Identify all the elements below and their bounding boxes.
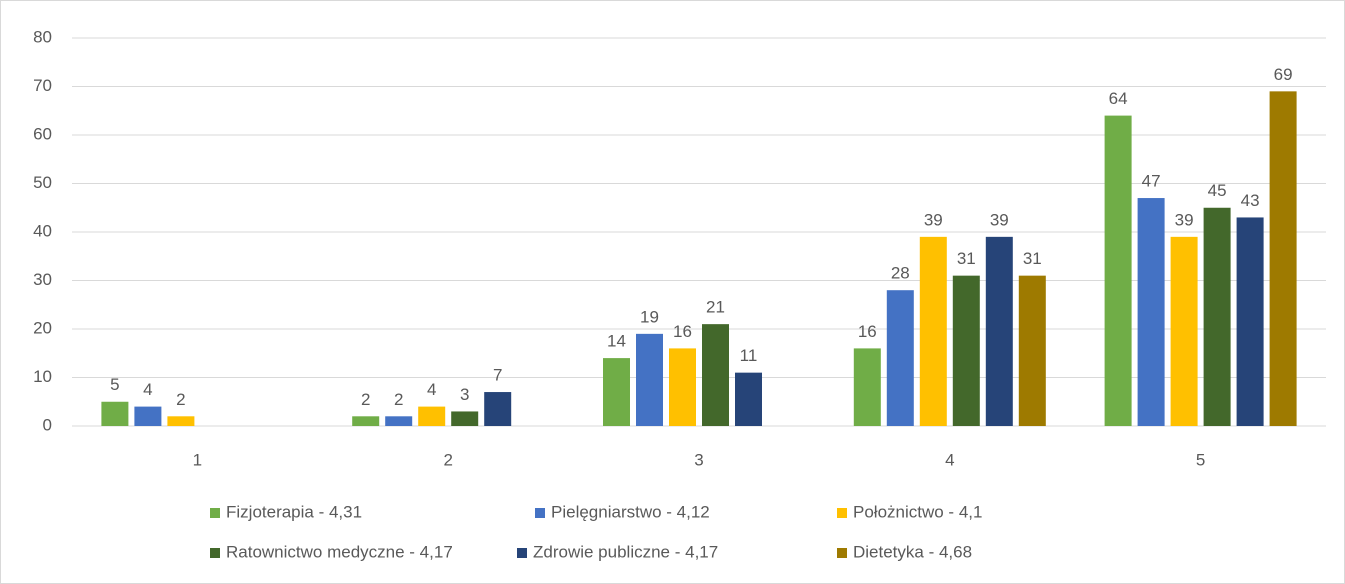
data-label: 39	[1175, 210, 1194, 229]
y-tick-label: 60	[33, 124, 52, 143]
bar	[669, 348, 696, 426]
data-label: 3	[460, 385, 469, 404]
data-label: 2	[361, 390, 370, 409]
legend-label: Zdrowie publiczne - 4,17	[533, 542, 718, 561]
legend-swatch	[837, 508, 847, 518]
legend-label: Pielęgniarstwo - 4,12	[551, 502, 710, 521]
data-label: 31	[957, 249, 976, 268]
data-label: 47	[1142, 172, 1161, 191]
bar	[1170, 236, 1198, 426]
data-label: 21	[706, 298, 725, 317]
data-label: 31	[1023, 249, 1042, 268]
bar	[636, 333, 663, 426]
x-tick-label: 3	[694, 450, 703, 469]
y-tick-label: 20	[33, 318, 52, 337]
data-label: 2	[394, 390, 403, 409]
data-label: 64	[1109, 89, 1128, 108]
data-label: 14	[607, 332, 626, 351]
bar	[886, 290, 914, 426]
data-label: 39	[924, 210, 943, 229]
bar	[1137, 198, 1165, 426]
y-tick-label: 70	[33, 76, 52, 95]
bar	[418, 406, 446, 426]
data-label: 69	[1274, 65, 1293, 84]
y-tick-label: 10	[33, 367, 52, 386]
x-tick-label: 2	[443, 450, 452, 469]
x-tick-label: 1	[193, 450, 202, 469]
bar	[385, 416, 413, 426]
legend-swatch	[210, 548, 220, 558]
bar	[167, 416, 195, 426]
bar	[1104, 115, 1132, 426]
data-label: 45	[1208, 181, 1227, 200]
data-label: 16	[858, 322, 877, 341]
x-tick-label: 5	[1196, 450, 1205, 469]
data-label: 4	[427, 380, 436, 399]
data-label: 39	[990, 210, 1009, 229]
bar	[1236, 217, 1264, 426]
bar	[1018, 275, 1046, 426]
bar	[484, 392, 512, 426]
bar	[603, 358, 630, 426]
legend-swatch	[517, 548, 527, 558]
data-label: 11	[740, 346, 758, 365]
legend-swatch	[837, 548, 847, 558]
x-tick-label: 4	[945, 450, 954, 469]
data-label: 7	[493, 366, 502, 385]
legend-swatch	[535, 508, 545, 518]
bar	[1203, 207, 1231, 426]
bar	[352, 416, 380, 426]
y-tick-label: 50	[33, 173, 52, 192]
legend-label: Ratownictwo medyczne - 4,17	[226, 542, 453, 561]
data-label: 43	[1241, 191, 1260, 210]
data-label: 19	[640, 307, 659, 326]
bar	[101, 401, 129, 426]
y-tick-label: 40	[33, 221, 52, 240]
legend-label: Fizjoterapia - 4,31	[226, 502, 362, 521]
bar	[134, 406, 162, 426]
data-label: 2	[176, 390, 185, 409]
bar	[451, 411, 479, 426]
y-tick-label: 80	[33, 27, 52, 46]
legend-label: Położnictwo - 4,1	[853, 502, 982, 521]
data-label: 16	[673, 322, 692, 341]
bar	[985, 236, 1013, 426]
bar	[919, 236, 947, 426]
bar	[702, 324, 729, 426]
y-tick-label: 30	[33, 270, 52, 289]
bar	[735, 372, 762, 426]
bar	[853, 348, 881, 426]
data-label: 4	[143, 380, 152, 399]
data-label: 28	[891, 264, 910, 283]
bar	[952, 275, 980, 426]
bar	[1269, 91, 1297, 426]
data-label: 5	[110, 375, 119, 394]
y-tick-label: 0	[43, 415, 52, 434]
legend-swatch	[210, 508, 220, 518]
legend-label: Dietetyka - 4,68	[853, 542, 972, 561]
